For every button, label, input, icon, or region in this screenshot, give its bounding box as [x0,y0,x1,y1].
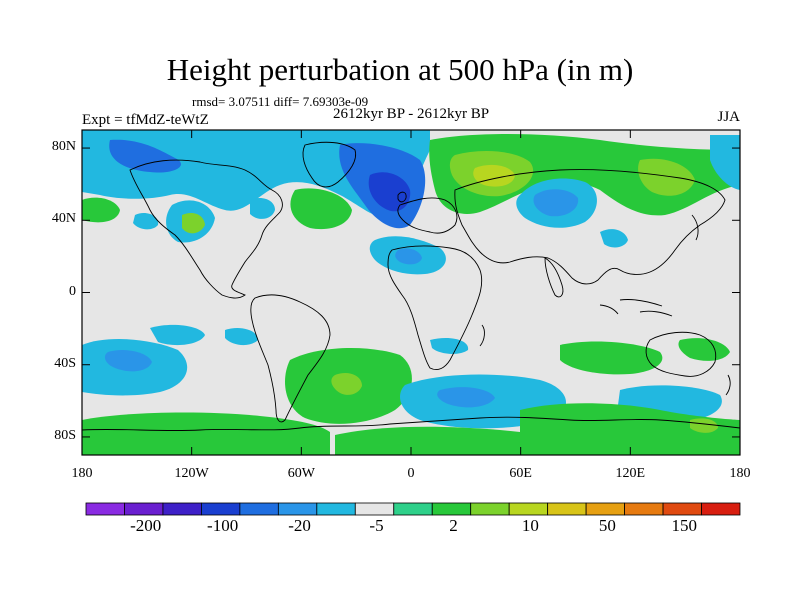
contour-field [82,130,740,455]
coast-africa [387,245,483,371]
colorbar-label: 2 [449,516,458,535]
coast-india [544,257,564,298]
contour-blue-south-atl [437,387,495,408]
coast-europe [397,197,458,234]
colorbar-label: 50 [598,516,616,535]
contour-green-atlantic-n [290,188,352,230]
contour-blue-siberia [533,189,579,217]
y-tick-label: 80S [54,427,76,443]
colorbar-label: -200 [130,516,162,535]
contour-blue-north [109,139,181,173]
colorbar [85,502,741,516]
contour-green-antarctic-e [520,403,740,455]
colorbar-swatch [316,502,356,516]
contour-lime-sa [331,373,362,395]
colorbar-label: 10 [521,516,539,535]
colorbar-swatch [624,502,664,516]
coast-antarctica [82,416,740,432]
contour-blue-atlantic [395,248,422,265]
coast-new-zealand [725,374,731,396]
season-label: JJA [717,109,740,125]
x-tick-label: 180 [71,466,93,481]
colorbar-swatch [201,502,241,516]
colorbar-swatch [393,502,433,516]
coastlines [82,141,740,432]
plot-title: Height perturbation at 500 hPa (in m) [166,52,634,87]
coast-madagascar [479,324,485,347]
contour-cyan-pacific-w [133,213,159,230]
colorbar-swatch [354,502,395,516]
coast-south-america [250,294,331,423]
contour-cyan-indian-s [430,338,469,354]
colorbar-label: -20 [288,516,311,535]
colorbar-swatch [239,502,279,516]
coast-japan [691,214,699,241]
coast-australia [645,331,717,377]
coast-asia [454,169,726,285]
y-tick-label: 0 [69,283,76,299]
x-tick-label: 180 [729,466,751,481]
coast-greenland [302,141,357,188]
contour-lime-antarctic-e [690,418,718,433]
y-tick-label: 40S [54,355,76,371]
x-tick-label: 120E [615,466,646,481]
y-tick-label: 80N [51,139,76,155]
contour-green-pacific-w [82,197,120,223]
colorbar-swatch [585,502,625,516]
colorbar-swatch [431,502,472,516]
contour-blue-sh-pacific-w [104,350,152,372]
axis-ticks [81,130,741,455]
colorbar-swatch [162,502,202,516]
contour-cyan-sh-pacific [150,324,205,346]
contour-green-antarctic-mid [335,426,520,455]
contour-green-east [638,158,695,196]
colorbar-label: -5 [369,516,384,535]
colorbar-swatch [470,502,510,516]
colorbar-swatch [508,502,549,516]
colorbar-label: 150 [671,516,698,535]
contour-green-antarctic-w [82,412,330,455]
coast-indonesia [599,299,673,317]
coast-north-america [129,159,283,299]
contour-cyan-sh-pacific-e [225,328,258,346]
stats-text: rmsd= 3.07511 diff= 7.69303e-09 [192,94,369,109]
experiment-label: Expt = tfMdZ-teWtZ [82,112,209,128]
contour-green-indian [560,341,663,375]
x-tick-label: 60E [509,466,532,481]
colorbar-swatch [701,502,741,516]
colorbar-swatch [662,502,702,516]
period-label: 2612kyr BP - 2612kyr BP [332,106,490,122]
colorbar-swatch [85,502,125,516]
coast-uk [397,191,407,203]
colorbar-swatch [547,502,587,516]
x-tick-label: 0 [407,466,415,481]
contour-cyan-na-east [250,198,275,219]
x-tick-label: 120W [174,466,209,481]
colorbar-swatch [124,502,164,516]
colorbar-swatch [277,502,318,516]
contour-cyan-asia-s [600,229,628,248]
y-tick-label: 40N [51,211,76,227]
contour-green-sh-east [678,338,730,361]
x-tick-label: 60W [287,466,315,481]
contour-green-na [182,213,205,234]
colorbar-label: -100 [207,516,239,535]
contour-cyan-pacific-ne [710,135,740,190]
